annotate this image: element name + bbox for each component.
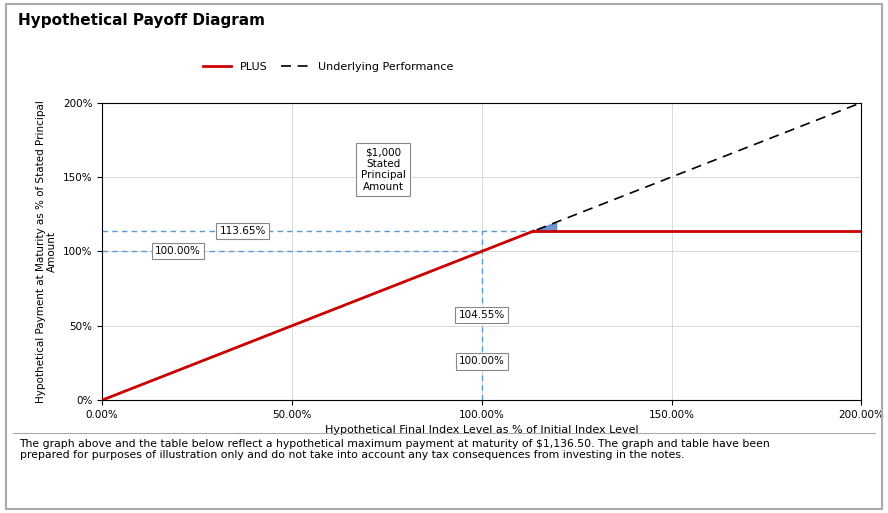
- Text: The graph above and the table below reflect a hypothetical maximum payment at ma: The graph above and the table below refl…: [20, 439, 770, 460]
- Polygon shape: [534, 222, 556, 231]
- X-axis label: Hypothetical Final Index Level as % of Initial Index Level: Hypothetical Final Index Level as % of I…: [325, 425, 638, 436]
- Text: 104.55%: 104.55%: [458, 310, 505, 320]
- Text: 100.00%: 100.00%: [155, 246, 201, 256]
- Text: $1,000
Stated
Principal
Amount: $1,000 Stated Principal Amount: [361, 147, 406, 192]
- Y-axis label: Hypothetical Payment at Maturity as % of Stated Principal
Amount: Hypothetical Payment at Maturity as % of…: [36, 100, 57, 403]
- Legend: PLUS, Underlying Performance: PLUS, Underlying Performance: [199, 57, 457, 76]
- Text: 113.65%: 113.65%: [219, 226, 266, 236]
- Text: Hypothetical Payoff Diagram: Hypothetical Payoff Diagram: [18, 13, 265, 28]
- Text: 100.00%: 100.00%: [459, 357, 504, 366]
